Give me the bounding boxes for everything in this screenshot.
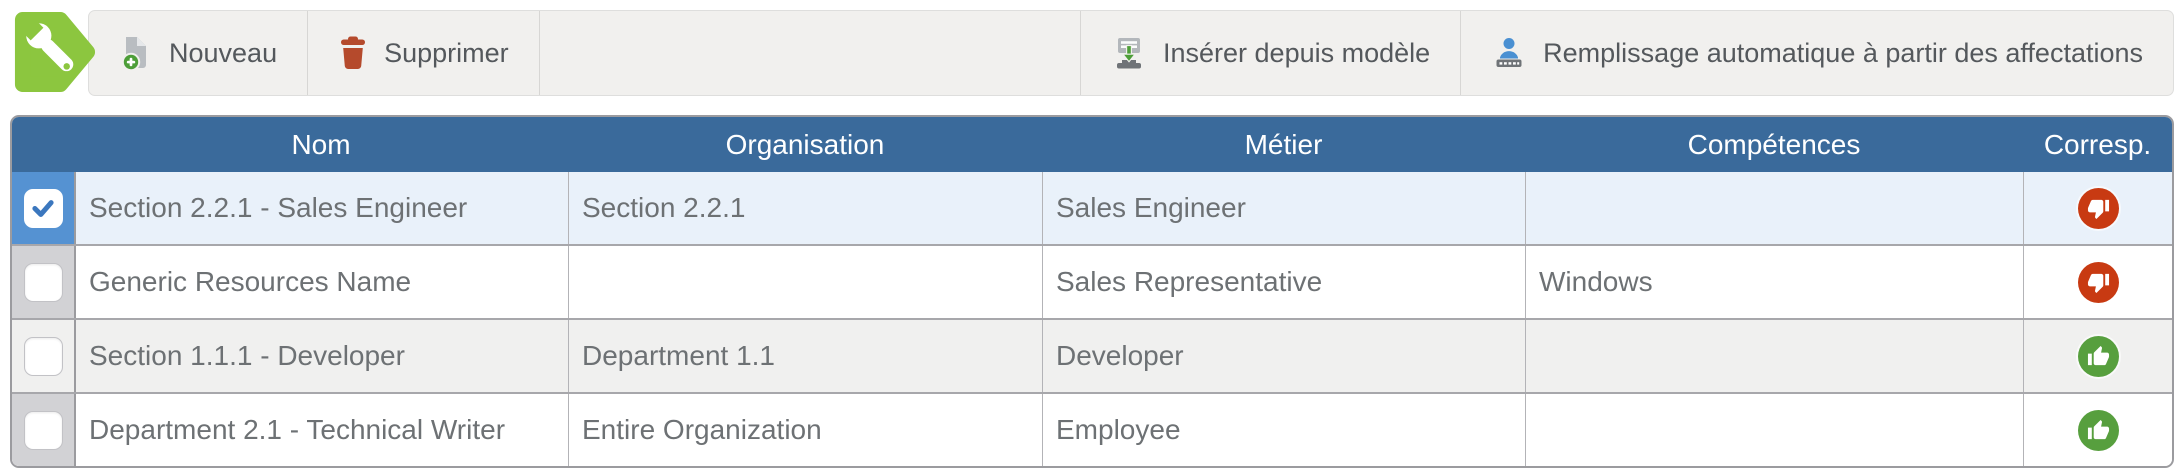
toolbar: Nouveau Supprimer	[88, 10, 2174, 96]
thumbs-down-icon	[2077, 261, 2119, 303]
thumbs-up-icon	[2077, 335, 2119, 377]
row-checkbox[interactable]	[23, 188, 63, 228]
cell-organisation[interactable]: Entire Organization	[568, 394, 1042, 466]
table-header-row: Nom Organisation Métier Compétences Corr…	[12, 117, 2172, 172]
column-header-organisation[interactable]: Organisation	[725, 128, 885, 160]
delete-button[interactable]: Supprimer	[307, 11, 539, 95]
cell-nom[interactable]: Generic Resources Name	[74, 246, 568, 318]
table-body: Section 2.2.1 - Sales Engineer Section 2…	[12, 172, 2172, 466]
thumb-glyph	[2087, 345, 2109, 365]
column-header-nom[interactable]: Nom	[291, 128, 351, 160]
column-header-competences[interactable]: Compétences	[1687, 128, 1861, 160]
cell-nom[interactable]: Department 2.1 - Technical Writer	[74, 394, 568, 466]
row-select-cell	[12, 394, 74, 466]
cell-metier[interactable]: Sales Representative	[1042, 246, 1525, 318]
autofill-from-assignments-button[interactable]: Remplissage automatique à partir des aff…	[1460, 11, 2173, 95]
table-row: Generic Resources Name Sales Representat…	[12, 244, 2172, 318]
new-button-label: Nouveau	[169, 37, 278, 68]
delete-button-label: Supprimer	[384, 37, 509, 68]
toolbar-spacer	[538, 11, 1080, 95]
cell-nom[interactable]: Section 2.2.1 - Sales Engineer	[74, 172, 568, 244]
row-select-cell	[12, 320, 74, 392]
insert-from-template-button[interactable]: Insérer depuis modèle	[1080, 11, 1460, 95]
cell-metier[interactable]: Sales Engineer	[1042, 172, 1525, 244]
column-header-corresp[interactable]: Corresp.	[2043, 128, 2152, 160]
table-row: Department 2.1 - Technical Writer Entire…	[12, 392, 2172, 466]
cell-competences[interactable]	[1525, 394, 2023, 466]
cell-corresp	[2023, 320, 2172, 392]
thumbs-down-icon	[2077, 187, 2119, 229]
cell-corresp	[2023, 172, 2172, 244]
cell-competences[interactable]	[1525, 320, 2023, 392]
thumb-glyph	[2087, 273, 2109, 293]
thumbs-up-icon	[2077, 409, 2119, 451]
wrench-icon	[10, 6, 100, 98]
table-row: Section 1.1.1 - Developer Department 1.1…	[12, 318, 2172, 392]
resources-table: Nom Organisation Métier Compétences Corr…	[10, 115, 2174, 468]
new-document-icon	[119, 34, 153, 72]
cell-metier[interactable]: Employee	[1042, 394, 1525, 466]
cell-corresp	[2023, 394, 2172, 466]
new-button[interactable]: Nouveau	[89, 11, 307, 95]
cell-organisation[interactable]: Department 1.1	[568, 320, 1042, 392]
cell-metier[interactable]: Developer	[1042, 320, 1525, 392]
trash-icon	[338, 35, 368, 71]
thumb-glyph	[2087, 199, 2109, 219]
row-select-cell	[12, 172, 74, 244]
cell-organisation[interactable]: Section 2.2.1	[568, 172, 1042, 244]
autofill-person-icon	[1491, 36, 1527, 70]
cell-competences[interactable]: Windows	[1525, 246, 2023, 318]
check-icon	[32, 200, 54, 217]
cell-organisation[interactable]	[568, 246, 1042, 318]
row-checkbox[interactable]	[23, 410, 63, 450]
row-checkbox[interactable]	[23, 336, 63, 376]
cell-competences[interactable]	[1525, 172, 2023, 244]
insert-from-template-label: Insérer depuis modèle	[1163, 37, 1431, 68]
column-header-metier[interactable]: Métier	[1244, 128, 1323, 160]
toolbar-area: Nouveau Supprimer	[0, 0, 2184, 100]
row-select-cell	[12, 246, 74, 318]
table-row: Section 2.2.1 - Sales Engineer Section 2…	[12, 172, 2172, 244]
row-checkbox[interactable]	[23, 262, 63, 302]
cell-corresp	[2023, 246, 2172, 318]
column-header-checkbox	[12, 117, 74, 172]
autofill-from-assignments-label: Remplissage automatique à partir des aff…	[1543, 37, 2143, 68]
thumb-glyph	[2087, 419, 2109, 439]
insert-from-template-icon	[1111, 35, 1147, 71]
cell-nom[interactable]: Section 1.1.1 - Developer	[74, 320, 568, 392]
